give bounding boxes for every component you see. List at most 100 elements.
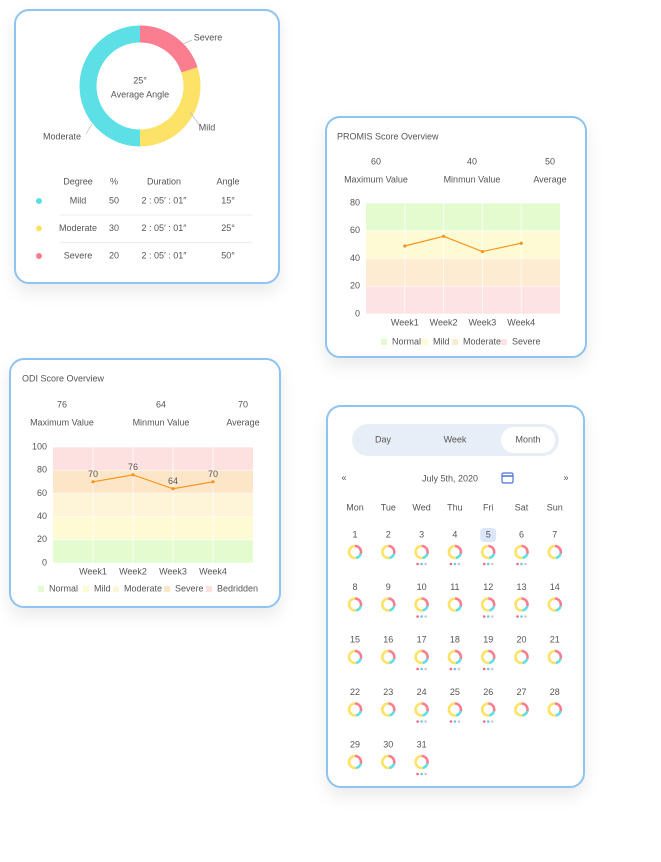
day-dot (424, 615, 427, 618)
day-dot (416, 720, 419, 723)
day-ring (388, 754, 396, 765)
day-ring (488, 544, 496, 555)
card-title: PROMIS Score Overview (337, 131, 439, 141)
y-tick-label: 40 (350, 253, 360, 263)
day-number[interactable]: 21 (550, 634, 560, 644)
x-tick-label: Week3 (468, 317, 496, 327)
stat-label: Maximum Value (30, 417, 94, 427)
y-tick-label: 20 (37, 534, 47, 544)
leader-line (189, 111, 201, 127)
day-number[interactable]: 5 (486, 529, 491, 539)
table-header: Angle (216, 176, 239, 186)
day-ring (547, 597, 557, 612)
day-ring (414, 597, 423, 612)
day-number[interactable]: 27 (516, 687, 526, 697)
day-number[interactable]: 3 (419, 529, 424, 539)
day-number[interactable]: 11 (450, 582, 459, 592)
day-number[interactable]: 4 (452, 529, 457, 539)
value-label: 70 (88, 469, 98, 479)
day-ring (355, 605, 362, 612)
day-ring (421, 702, 429, 712)
day-number[interactable]: 20 (516, 634, 526, 644)
day-number[interactable]: 17 (417, 634, 427, 644)
day-dot (424, 720, 427, 723)
day-dot (516, 615, 519, 618)
day-number[interactable]: 12 (483, 582, 493, 592)
weekday: Thu (447, 502, 463, 512)
stat-label: Minmun Value (133, 417, 190, 427)
weekday: Sat (515, 502, 529, 512)
day-dot (520, 562, 523, 566)
day-ring (555, 553, 562, 560)
tab-active[interactable] (501, 427, 555, 453)
day-dot (486, 562, 490, 566)
day-number[interactable]: 23 (383, 687, 393, 697)
legend-label: Moderate (124, 583, 162, 593)
day-ring (447, 702, 457, 717)
day-number[interactable]: 24 (417, 687, 427, 697)
tab-label[interactable]: Day (375, 434, 392, 444)
day-ring (354, 649, 363, 660)
day-dot (490, 720, 494, 723)
day-ring (422, 710, 429, 717)
donut-segment (139, 25, 198, 73)
day-number[interactable]: 25 (450, 687, 460, 697)
table-header: Degree (63, 176, 93, 186)
day-number[interactable]: 15 (350, 634, 360, 644)
day-dot (420, 615, 423, 618)
day-dot (482, 562, 486, 566)
legend-swatch (113, 586, 119, 592)
score-band (53, 493, 253, 517)
day-ring (421, 754, 429, 765)
day-number[interactable]: 29 (350, 739, 360, 749)
day-number[interactable]: 14 (550, 582, 560, 592)
day-dot (449, 667, 453, 671)
day-ring (454, 702, 463, 712)
day-ring (488, 649, 496, 660)
day-number[interactable]: 10 (417, 582, 427, 592)
day-number[interactable]: 30 (383, 739, 393, 749)
day-dot (453, 667, 457, 671)
day-number[interactable]: 18 (450, 634, 460, 644)
score-point (480, 249, 484, 254)
x-tick-label: Week2 (430, 317, 458, 327)
day-number[interactable]: 8 (352, 582, 357, 592)
day-number[interactable]: 7 (552, 529, 557, 539)
day-ring (554, 702, 563, 712)
y-tick-label: 80 (37, 465, 47, 475)
calendar-title: July 5th, 2020 (422, 473, 478, 483)
day-number[interactable]: 31 (417, 739, 427, 749)
legend-swatch (501, 339, 507, 345)
y-tick-label: 60 (37, 488, 47, 498)
day-number[interactable]: 28 (550, 687, 560, 697)
day-selected (480, 528, 497, 542)
day-number[interactable]: 22 (350, 687, 360, 697)
day-number[interactable]: 16 (383, 634, 393, 644)
day-ring (480, 649, 490, 665)
center-value: 25° (133, 75, 147, 85)
next-arrow[interactable]: » (563, 472, 568, 482)
day-ring (522, 710, 529, 717)
day-ring (554, 544, 563, 555)
day-number[interactable]: 26 (483, 687, 493, 697)
day-ring (455, 710, 462, 717)
day-dot (449, 562, 453, 566)
score-band (366, 286, 560, 314)
prev-arrow[interactable]: « (341, 472, 346, 482)
tab-label[interactable]: Week (444, 434, 467, 444)
calendar-icon[interactable] (501, 472, 514, 484)
row-percent: 20 (109, 250, 119, 260)
day-ring (455, 658, 462, 665)
row-percent: 30 (109, 223, 119, 233)
day-dot (416, 615, 419, 618)
legend-swatch (164, 586, 170, 592)
segment-label: Severe (194, 32, 223, 42)
day-number[interactable]: 1 (352, 529, 357, 539)
tab-label[interactable]: Month (515, 434, 540, 444)
day-number[interactable]: 13 (516, 582, 526, 592)
day-number[interactable]: 9 (386, 582, 391, 592)
day-number[interactable]: 19 (483, 634, 493, 644)
day-number[interactable]: 2 (386, 529, 391, 539)
day-number[interactable]: 6 (519, 529, 524, 539)
day-dot (424, 772, 427, 776)
